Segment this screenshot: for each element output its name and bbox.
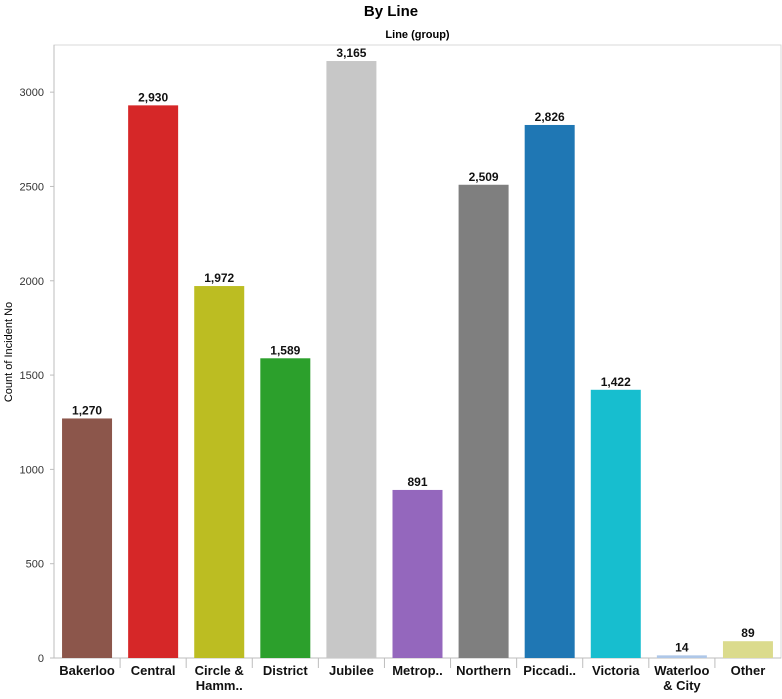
x-tick-label: District: [263, 663, 308, 678]
x-tick-label: Hamm..: [196, 678, 243, 693]
data-label: 2,930: [138, 90, 168, 104]
bar: [392, 489, 443, 658]
bar: [128, 105, 179, 658]
y-tick-label: 2000: [20, 276, 44, 288]
data-label: 14: [675, 640, 689, 654]
x-tick-label: Victoria: [592, 663, 640, 678]
x-tick-label: Northern: [456, 663, 511, 678]
x-tick-label: Waterloo: [654, 663, 709, 678]
x-tick-label: Piccadi..: [523, 663, 576, 678]
bar: [590, 389, 641, 658]
bar: [260, 358, 311, 658]
x-tick-label: Central: [131, 663, 176, 678]
bar: [524, 124, 575, 659]
y-tick-label: 3000: [20, 87, 44, 99]
data-label: 1,972: [204, 271, 234, 285]
x-tick-label: & City: [663, 678, 701, 693]
bar: [656, 655, 707, 658]
data-label: 3,165: [336, 46, 366, 60]
y-tick-label: 1500: [20, 370, 44, 382]
x-tick-label: Metrop..: [392, 663, 443, 678]
data-label: 2,826: [535, 110, 565, 124]
y-tick-label: 2500: [20, 181, 44, 193]
data-label: 1,589: [270, 343, 300, 357]
data-label: 1,270: [72, 403, 102, 417]
y-tick-label: 500: [26, 559, 44, 571]
y-tick-label: 0: [38, 653, 44, 665]
data-label: 89: [741, 626, 755, 640]
bar: [722, 641, 773, 658]
data-label: 1,422: [601, 375, 631, 389]
chart-subtitle: Line (group): [385, 29, 450, 41]
data-label: 891: [407, 475, 427, 489]
x-tick-label: Circle &: [195, 663, 244, 678]
y-tick-label: 1000: [20, 464, 44, 476]
x-tick-label: Jubilee: [329, 663, 374, 678]
x-tick-label: Other: [731, 663, 766, 678]
bar: [62, 418, 113, 658]
bar: [326, 61, 377, 659]
x-tick-label: Bakerloo: [59, 663, 115, 678]
data-label: 2,509: [469, 170, 499, 184]
bar: [458, 184, 509, 658]
chart-title: By Line: [363, 3, 419, 20]
bar: [194, 286, 245, 658]
